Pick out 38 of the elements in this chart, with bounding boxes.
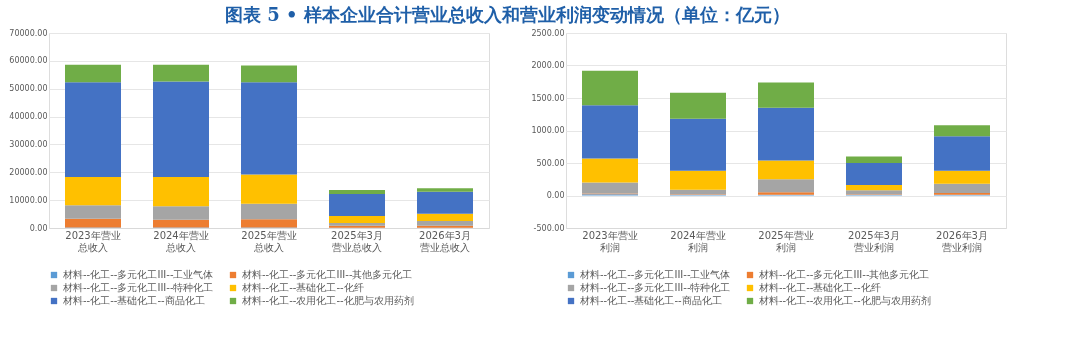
x-tick-label: 2025年3月营业利润 xyxy=(848,229,900,253)
y-tick-label: 10000.00 xyxy=(9,195,48,205)
legend-label: 材料--化工--基础化工--商品化工 xyxy=(62,295,205,306)
y-tick-label: 20000.00 xyxy=(9,167,48,177)
legend-label: 材料--化工--基础化工--商品化工 xyxy=(579,295,722,306)
y-tick-label: 1000.00 xyxy=(531,126,565,135)
legend-label: 材料--化工--农用化工--化肥与农用药剂 xyxy=(241,295,414,306)
y-tick-label: 1500.00 xyxy=(531,93,565,103)
y-tick-label: 50000.00 xyxy=(9,84,48,94)
y-tick-label: 40000.00 xyxy=(9,112,48,122)
legend-label: 材料--化工--基础化工--化纤 xyxy=(758,282,881,293)
legend-label: 材料--化工--多元化工III--工业气体 xyxy=(62,269,214,280)
legend-label: 材料--化工--基础化工--化纤 xyxy=(241,282,364,293)
y-tick-label: 60000.00 xyxy=(9,56,48,66)
x-tick-label: 2025年营业利润 xyxy=(758,229,814,253)
x-tick-label: 2023年营业利润 xyxy=(582,229,638,253)
x-tick-label: 2025年3月营业总收入 xyxy=(331,229,383,253)
legend-label: 材料--化工--多元化工III--特种化工 xyxy=(62,282,214,293)
x-tick-label: 2024年营业总收入 xyxy=(153,229,209,253)
y-tick-label: 2500.00 xyxy=(531,28,565,38)
y-tick-label: 500.00 xyxy=(536,158,565,168)
legend-label: 材料--化工--多元化工III--特种化工 xyxy=(579,282,731,293)
legend-label: 材料--化工--多元化工III--其他多元化工 xyxy=(241,269,413,280)
x-tick-label: 2023年营业总收入 xyxy=(65,229,121,253)
x-tick-label: 2026年3月营业总收入 xyxy=(419,229,471,253)
y-tick-label: 0.00 xyxy=(29,223,48,233)
legend-label: 材料--化工--多元化工III--其他多元化工 xyxy=(758,269,930,280)
x-tick-label: 2025年营业总收入 xyxy=(241,229,297,253)
chart-title: 图表 5 • 样本企业合计营业总收入和营业利润变动情况（单位：亿元） xyxy=(224,3,790,25)
y-tick-label: 2000.00 xyxy=(531,61,565,70)
legend-label: 材料--化工--农用化工--化肥与农用药剂 xyxy=(758,295,931,306)
x-tick-label: 2026年3月营业利润 xyxy=(936,229,988,253)
legend-label: 材料--化工--多元化工III--工业气体 xyxy=(579,269,731,280)
y-tick-label: 70000.00 xyxy=(9,28,48,38)
y-tick-label: -500.00 xyxy=(533,223,565,233)
x-tick-label: 2024年营业利润 xyxy=(670,229,726,253)
y-tick-label: 0.00 xyxy=(546,191,565,200)
y-tick-label: 30000.00 xyxy=(9,139,48,149)
